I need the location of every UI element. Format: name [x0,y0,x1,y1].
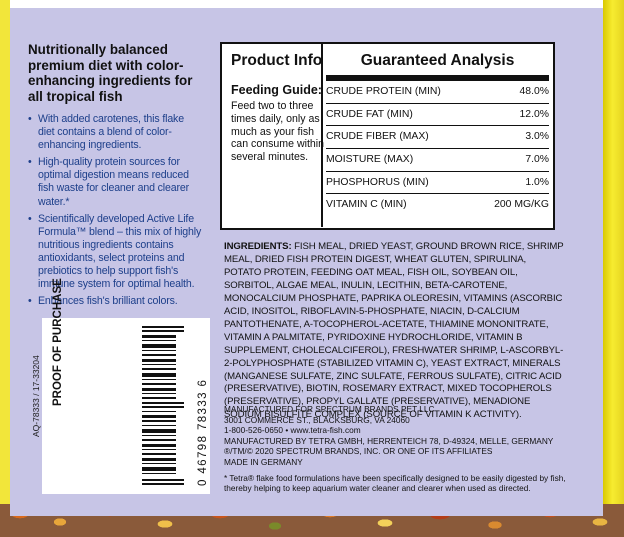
manufacturer-line: ®/TM/© 2020 SPECTRUM BRANDS, INC. OR ONE… [224,446,493,457]
nutrient-name: CRUDE PROTEIN (MIN) [326,86,441,97]
nutrient-value: 3.0% [525,131,549,143]
nutrient-name: MOISTURE (MAX) [326,154,414,166]
analysis-row: VITAMIN C (MIN) 200 MG/KG [326,194,549,217]
benefits-column: Nutritionally balanced premium diet with… [28,42,203,312]
headline: Nutritionally balanced premium diet with… [28,42,193,104]
footnote: * Tetra® flake food formulations have be… [224,473,566,494]
proof-of-purchase-label: PROOF OF PURCHASE [52,278,64,406]
analysis-row: MOISTURE (MAX) 7.0% [326,149,549,172]
benefit-item: Enhances fish's brilliant colors. [28,295,203,308]
barcode-block: AQ-78333 / 17-33204 PROOF OF PURCHASE [28,278,210,498]
feeding-guide-title: Feeding Guide: [231,83,322,97]
barcode-icon [142,326,184,485]
nutrient-value: 1.0% [525,176,549,188]
feeding-guide-text: Feed two to three times daily, only as m… [231,100,325,164]
nutrient-name: CRUDE FAT (MIN) [326,108,413,120]
barcode-box: PROOF OF PURCHASE [42,278,210,494]
benefit-item: High-quality protein sources for optimal… [28,156,203,208]
nutrient-name: CRUDE FIBER (MAX) [326,131,429,143]
manufacturer-line: 3001 COMMERCE ST., BLACKSBURG, VA 24060 [224,414,410,425]
product-info-column: Product Info Feeding Guide: Feed two to … [231,52,329,164]
benefit-item: With added carotenes, this flake diet co… [28,113,203,152]
yellow-stripe-right [603,0,624,537]
ingredients-label: INGREDIENTS: [224,241,292,252]
nutrient-name: VITAMIN C (MIN) [326,199,407,211]
analysis-row: PHOSPHORUS (MIN) 1.0% [326,172,549,195]
analysis-row: CRUDE FAT (MIN) 12.0% [326,104,549,127]
manufacturer-line: 1-800-526-0650 • www.tetra-fish.com [224,425,361,436]
nutrient-name: PHOSPHORUS (MIN) [326,176,429,188]
ingredients-list: FISH MEAL, DRIED YEAST, GROUND BROWN RIC… [224,241,564,421]
nutrient-value: 12.0% [519,108,549,120]
benefit-item: Scientifically developed Active Life For… [28,213,203,292]
guaranteed-analysis: Guaranteed Analysis CRUDE PROTEIN (MIN) … [326,52,549,217]
nutrient-value: 200 MG/KG [494,199,549,211]
analysis-row: CRUDE PROTEIN (MIN) 48.0% [326,81,549,104]
product-info-title: Product Info [231,52,323,69]
upc-number: 0 46798 78333 6 [197,378,209,486]
benefit-list: With added carotenes, this flake diet co… [28,113,203,308]
manufacturer-info: MANUFACTURED FOR SPECTRUM BRANDS PET LLC… [224,404,564,468]
nutrient-value: 48.0% [519,86,549,97]
manufacturer-line: MANUFACTURED BY TETRA GMBH, HERRENTEICH … [224,435,554,446]
analysis-row: CRUDE FIBER (MAX) 3.0% [326,126,549,150]
analysis-title: Guaranteed Analysis [326,52,549,81]
ingredients-text: INGREDIENTS: FISH MEAL, DRIED YEAST, GRO… [224,241,564,422]
product-info-box: Product Info Feeding Guide: Feed two to … [220,42,555,230]
manufacturer-line: MADE IN GERMANY [224,456,303,467]
lot-number: AQ-78333 / 17-33204 [31,355,41,437]
nutrient-value: 7.0% [525,154,549,166]
manufacturer-line: MANUFACTURED FOR SPECTRUM BRANDS PET LLC [224,404,435,414]
yellow-stripe-left [0,0,10,537]
column-divider [321,44,323,227]
